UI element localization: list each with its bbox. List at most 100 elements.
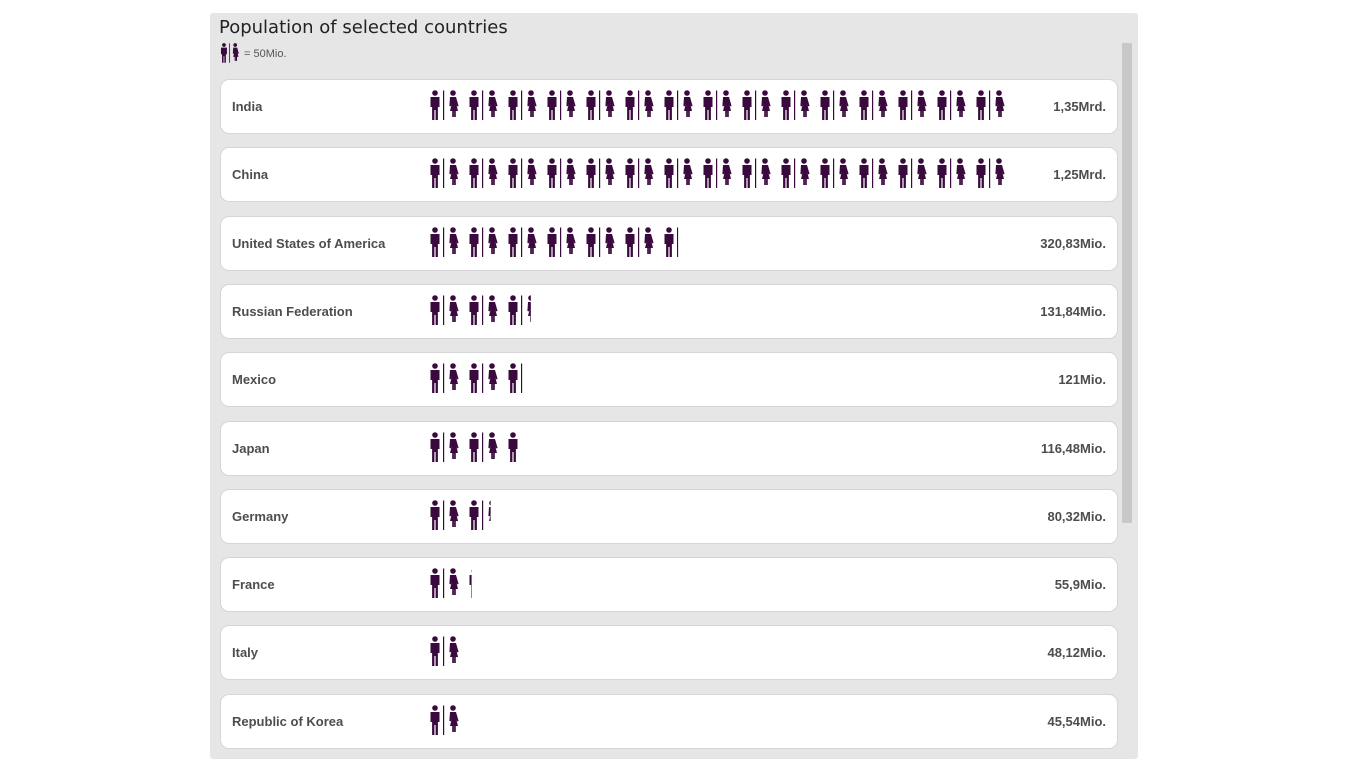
people-pair-9-0 [430, 705, 459, 735]
people-pair-6-0 [430, 500, 459, 530]
people-pair-3-0 [430, 295, 459, 325]
people-pair-5-2 [508, 432, 518, 462]
country-label: United States of America [232, 236, 386, 251]
people-pair-1-8 [742, 158, 771, 188]
population-value: 121Mio. [1058, 372, 1106, 387]
people-pair-0-0 [430, 90, 459, 120]
table-row[interactable]: Russian Federation 131,84Mio. [220, 284, 1118, 339]
people-pair-0-3 [547, 90, 576, 120]
pictogram-bar [430, 227, 679, 257]
people-pair-4-2 [508, 363, 523, 393]
pictogram-bar [430, 636, 459, 666]
people-pair-2-5 [625, 227, 654, 257]
people-pair-7-1 [469, 569, 472, 598]
people-pair-2-6 [664, 227, 679, 257]
country-label: Germany [232, 509, 289, 524]
country-label: Republic of Korea [232, 714, 344, 729]
people-pair-0-6 [664, 90, 693, 120]
people-pair-1-5 [625, 158, 654, 188]
people-pair-1-2 [508, 158, 537, 188]
chart-title: Population of selected countries [219, 17, 508, 38]
scrollbar[interactable] [1122, 43, 1132, 759]
people-pair-3-1 [469, 295, 498, 325]
people-pair-2-1 [469, 227, 498, 257]
pictogram-bar [430, 295, 531, 325]
people-pair-1-0 [430, 158, 459, 188]
people-pair-0-5 [625, 90, 654, 120]
people-pair-1-13 [937, 158, 966, 188]
people-pair-0-2 [508, 90, 537, 120]
scrollbar-thumb[interactable] [1122, 43, 1132, 523]
people-pair-2-3 [547, 227, 576, 257]
people-pair-1-7 [703, 158, 732, 188]
legend: = 50Mio. [220, 43, 287, 65]
people-pair-0-8 [742, 90, 771, 120]
people-pair-0-13 [937, 90, 966, 120]
people-pair-4-0 [430, 363, 459, 393]
people-pair-1-10 [820, 158, 849, 188]
people-pair-8-0 [430, 636, 459, 666]
pictogram-bar [430, 432, 518, 462]
people-pair-1-12 [898, 158, 927, 188]
pictogram-bar [430, 90, 1005, 120]
country-label: Italy [232, 645, 259, 660]
people-pair-1-9 [781, 158, 810, 188]
population-value: 320,83Mio. [1040, 236, 1106, 251]
people-pair-1-1 [469, 158, 498, 188]
people-pair-2-0 [430, 227, 459, 257]
people-pair-1-6 [664, 158, 693, 188]
country-label: India [232, 99, 263, 114]
table-row[interactable]: India 1,35Mrd. [220, 79, 1118, 134]
legend-people-icon [220, 43, 239, 63]
pictogram-bar [430, 500, 491, 530]
people-pair-5-1 [469, 432, 498, 462]
people-pair-0-10 [820, 90, 849, 120]
population-value: 1,25Mrd. [1053, 167, 1106, 182]
table-row[interactable]: Mexico 121Mio. [220, 352, 1118, 407]
people-pair-0-11 [859, 90, 888, 120]
people-pair-0-14 [976, 90, 1005, 120]
table-row[interactable]: France 55,9Mio. [220, 557, 1118, 612]
chart-panel: Population of selected countries = 50Mio… [210, 13, 1138, 759]
country-label: Japan [232, 441, 270, 456]
population-value: 80,32Mio. [1047, 509, 1106, 524]
country-label: France [232, 577, 275, 592]
pictogram-bar [430, 158, 1005, 188]
population-value: 48,12Mio. [1047, 645, 1106, 660]
pictogram-bar [430, 705, 459, 735]
people-pair-1-11 [859, 158, 888, 188]
population-value: 1,35Mrd. [1053, 99, 1106, 114]
people-pair-2-2 [508, 227, 537, 257]
population-value: 45,54Mio. [1047, 714, 1106, 729]
legend-label: = 50Mio. [244, 48, 287, 60]
people-pair-7-0 [430, 568, 459, 598]
table-row[interactable]: United States of America 320,83Mio. [220, 216, 1118, 271]
people-pair-0-12 [898, 90, 927, 120]
population-value: 131,84Mio. [1040, 304, 1106, 319]
people-pair-0-1 [469, 90, 498, 120]
pictogram-bar [430, 363, 523, 393]
people-pair-0-7 [703, 90, 732, 120]
table-row[interactable]: Japan 116,48Mio. [220, 421, 1118, 476]
people-pair-4-1 [469, 363, 498, 393]
people-pair-2-4 [586, 227, 615, 257]
table-row[interactable]: Germany 80,32Mio. [220, 489, 1118, 544]
legend-pair [220, 43, 239, 63]
country-label: Mexico [232, 372, 277, 387]
people-pair-0-9 [781, 90, 810, 120]
table-row[interactable]: Republic of Korea 45,54Mio. [220, 694, 1118, 749]
country-label: China [232, 167, 269, 182]
people-pair-1-4 [586, 158, 615, 188]
people-pair-1-3 [547, 158, 576, 188]
people-pair-1-14 [976, 158, 1005, 188]
people-pair-3-2 [508, 295, 531, 325]
people-pair-0-4 [586, 90, 615, 120]
population-value: 55,9Mio. [1054, 577, 1106, 592]
population-value: 116,48Mio. [1040, 441, 1106, 456]
table-row[interactable]: Italy 48,12Mio. [220, 625, 1118, 680]
country-label: Russian Federation [232, 304, 353, 319]
table-row[interactable]: China 1,25Mrd. [220, 147, 1118, 202]
people-pair-5-0 [430, 432, 459, 462]
people-pair-6-1 [469, 500, 491, 530]
pictogram-bar [430, 568, 472, 598]
